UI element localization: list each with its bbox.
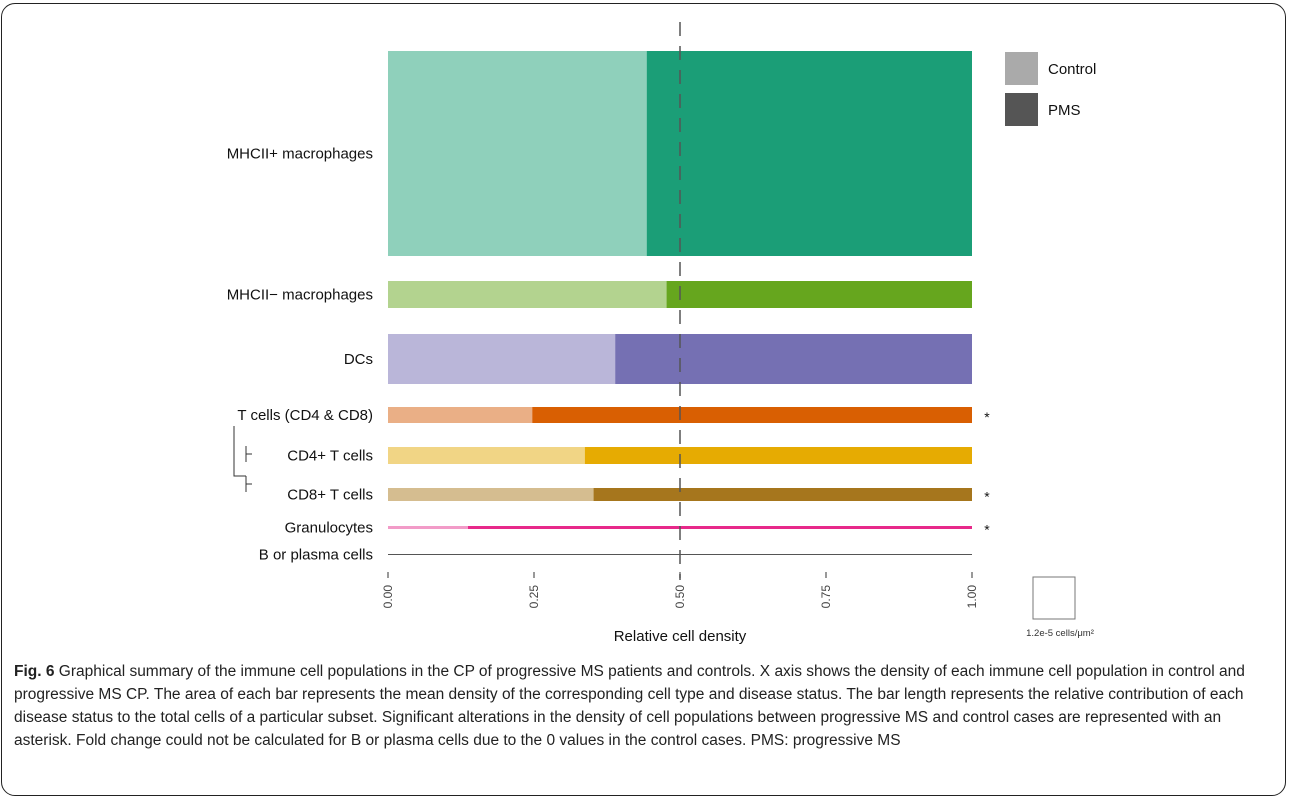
figure-frame xyxy=(1,3,1286,796)
x-tick-label: 1.00 xyxy=(965,585,979,609)
x-axis: 0.00 0.25 0.50 0.75 1.00 xyxy=(381,572,979,608)
bar-control-cd4-t-cells xyxy=(388,447,585,464)
legend-swatch-control xyxy=(1005,52,1038,85)
x-tick-label: 0.00 xyxy=(381,585,395,609)
chart: MHCII+ macrophages MHCII− macrophages DCs T… xyxy=(227,22,1096,645)
significance-star-cd8-t-cells: * xyxy=(984,489,990,505)
category-label-mhcii-macrophages: MHCII+ macrophages xyxy=(227,146,373,163)
category-label-cd8-t-cells: CD8+ T cells xyxy=(287,487,373,504)
tcell-bracket xyxy=(233,426,252,492)
significance-star-granulocytes: * xyxy=(984,522,990,538)
category-labels-layer: MHCII+ macrophages MHCII− macrophages DCs T… xyxy=(227,146,373,564)
category-label-t-cells-cd4-cd8: T cells (CD4 & CD8) xyxy=(237,407,373,424)
bar-control-mhcii-macrophages xyxy=(388,51,647,256)
bar-pms-cd8-t-cells xyxy=(593,488,972,501)
legend-label-pms: PMS xyxy=(1048,102,1081,119)
bar-control-t-cells-cd4-cd8 xyxy=(388,407,533,423)
caption-fig-label: Fig. 6 xyxy=(14,663,55,680)
bar-pms-mhcii-macrophages xyxy=(666,281,972,308)
bar-control-dcs xyxy=(388,334,616,384)
category-label-cd4-t-cells: CD4+ T cells xyxy=(287,448,373,465)
x-tick-label: 0.25 xyxy=(527,585,541,609)
bar-pms-dcs xyxy=(615,334,972,384)
bar-pms-t-cells-cd4-cd8 xyxy=(532,407,972,423)
category-label-b-or-plasma-cells: B or plasma cells xyxy=(259,547,373,564)
scale-box-label: 1.2e-5 cells/μm² xyxy=(1026,628,1094,639)
legend: Control PMS xyxy=(1005,52,1096,126)
legend-swatch-pms xyxy=(1005,93,1038,126)
figure-caption: Fig. 6 Graphical summary of the immune c… xyxy=(14,660,1272,752)
x-axis-title: Relative cell density xyxy=(614,628,747,645)
x-tick-label: 0.75 xyxy=(819,585,833,609)
caption-text: Graphical summary of the immune cell pop… xyxy=(14,663,1245,749)
legend-label-control: Control xyxy=(1048,61,1096,78)
bar-pms-mhcii-macrophages xyxy=(646,51,972,256)
significance-star-t-cells-cd4-cd8: * xyxy=(984,409,990,425)
bar-pms-granulocytes xyxy=(468,526,972,529)
bar-control-cd8-t-cells xyxy=(388,488,594,501)
bar-pms-cd4-t-cells xyxy=(584,447,972,464)
category-label-granulocytes: Granulocytes xyxy=(285,520,373,537)
bar-control-granulocytes xyxy=(388,526,469,529)
scale-box xyxy=(1032,576,1076,620)
x-tick-label: 0.50 xyxy=(673,585,687,609)
bars-layer xyxy=(388,51,972,555)
category-label-mhcii-macrophages: MHCII− macrophages xyxy=(227,287,373,304)
category-label-dcs: DCs xyxy=(344,351,373,368)
bar-control-mhcii-macrophages xyxy=(388,281,667,308)
significance-layer: * * * xyxy=(984,409,990,538)
